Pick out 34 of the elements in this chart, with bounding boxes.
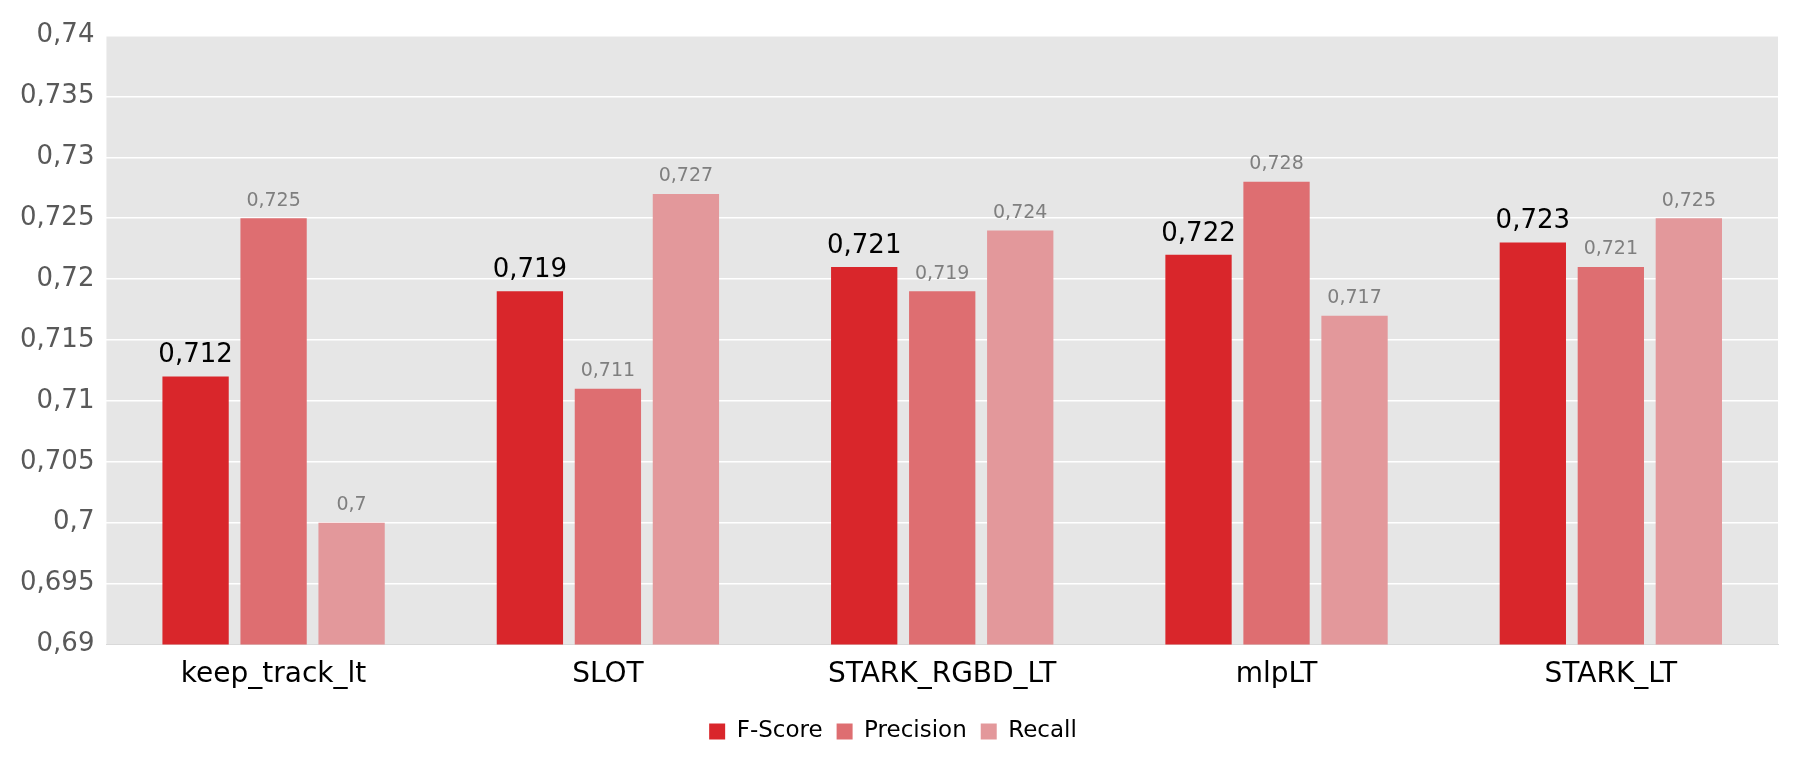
y-tick-label: 0,71 [36, 383, 95, 414]
y-tick-label: 0,73 [36, 140, 95, 171]
y-tick-label: 0,725 [20, 200, 95, 231]
x-tick-label: SLOT [572, 656, 645, 690]
y-tick-label: 0,695 [20, 566, 95, 597]
y-tick-label: 0,7 [53, 505, 95, 536]
x-tick-label: mlpLT [1235, 656, 1319, 690]
legend-label: Precision [864, 716, 967, 743]
data-label: 0,724 [993, 199, 1048, 222]
y-tick-label: 0,72 [36, 261, 95, 292]
data-label: 0,721 [1583, 236, 1639, 259]
y-tick-label: 0,705 [20, 444, 95, 475]
data-label: 0,723 [1495, 204, 1571, 235]
y-tick-label: 0,715 [20, 322, 95, 353]
data-label: 0,712 [158, 338, 233, 369]
data-label: 0,725 [246, 187, 301, 210]
y-tick-label: 0,69 [36, 627, 95, 658]
data-label: 0,717 [1327, 285, 1382, 308]
data-label: 0,721 [826, 228, 902, 259]
legend-label: F-Score [736, 716, 823, 743]
data-label: 0,7 [336, 492, 367, 515]
x-tick-label: STARK_LT [1544, 656, 1678, 690]
data-label: 0,719 [915, 260, 970, 283]
y-tick-label: 0,74 [36, 18, 95, 49]
y-tick-label: 0,735 [20, 79, 95, 110]
x-tick-label: keep_track_lt [180, 656, 367, 690]
data-label: 0,711 [580, 358, 636, 381]
x-tick-label: STARK_RGBD_LT [827, 656, 1058, 690]
legend-label: Recall [1008, 716, 1077, 743]
data-label: 0,725 [1661, 187, 1717, 210]
data-label: 0,727 [658, 163, 714, 186]
data-label: 0,722 [1161, 216, 1236, 247]
data-label: 0,728 [1249, 151, 1304, 174]
data-label: 0,719 [492, 253, 568, 284]
